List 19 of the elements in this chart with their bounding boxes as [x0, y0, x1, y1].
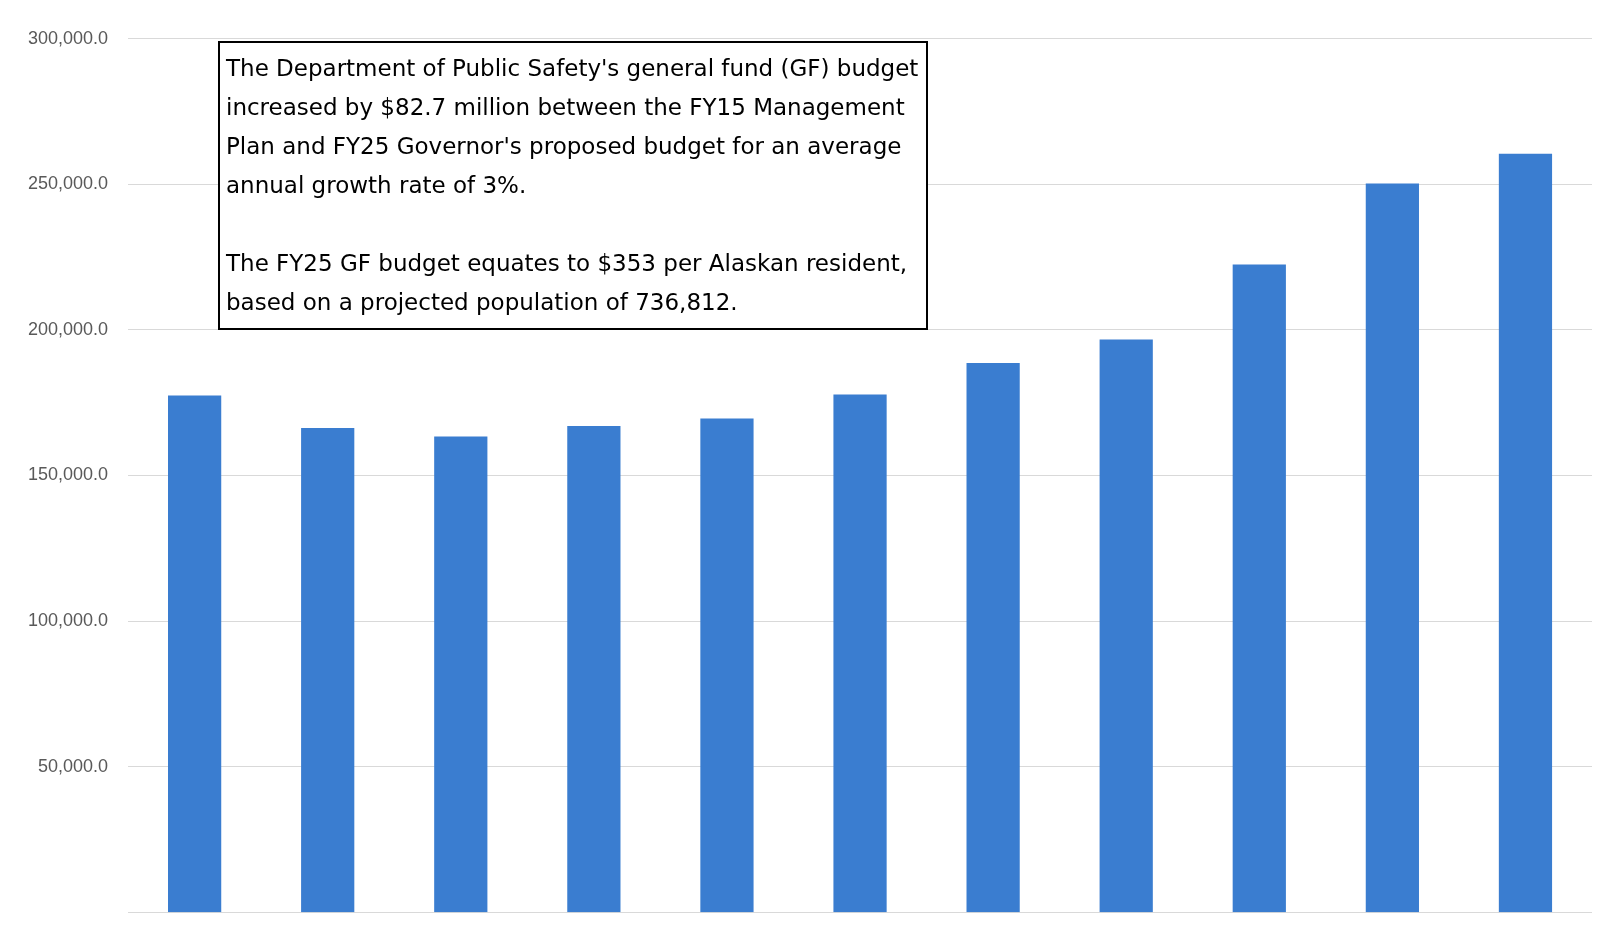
y-tick-label: 200,000.0 — [28, 318, 109, 339]
annotation: The Department of Public Safety's general fund (GF) budget increased by $82.7 million between the FY15 Management Plan and FY25 Governor's proposed budget for an average annual growth rate of 3%. — [226, 54, 920, 200]
bar — [301, 428, 355, 913]
y-tick-label: 150,000.0 — [28, 464, 109, 485]
bar — [567, 426, 621, 913]
bar — [700, 418, 754, 913]
bar — [1232, 264, 1286, 913]
bar — [966, 363, 1020, 913]
y-tick-label: 100,000.0 — [28, 610, 109, 631]
y-tick-label: 250,000.0 — [28, 173, 109, 194]
bar — [1365, 183, 1419, 913]
bar — [168, 395, 222, 913]
bar — [434, 436, 488, 913]
y-tick-label: 300,000.0 — [28, 27, 109, 48]
bar — [1498, 153, 1553, 913]
annotation: The FY25 GF budget equates to $353 per Alaskan resident, based on a projected population of 736,812. — [226, 249, 909, 317]
bar — [1099, 339, 1153, 913]
bar — [833, 394, 887, 913]
y-tick-label: 50,000.0 — [38, 755, 109, 776]
